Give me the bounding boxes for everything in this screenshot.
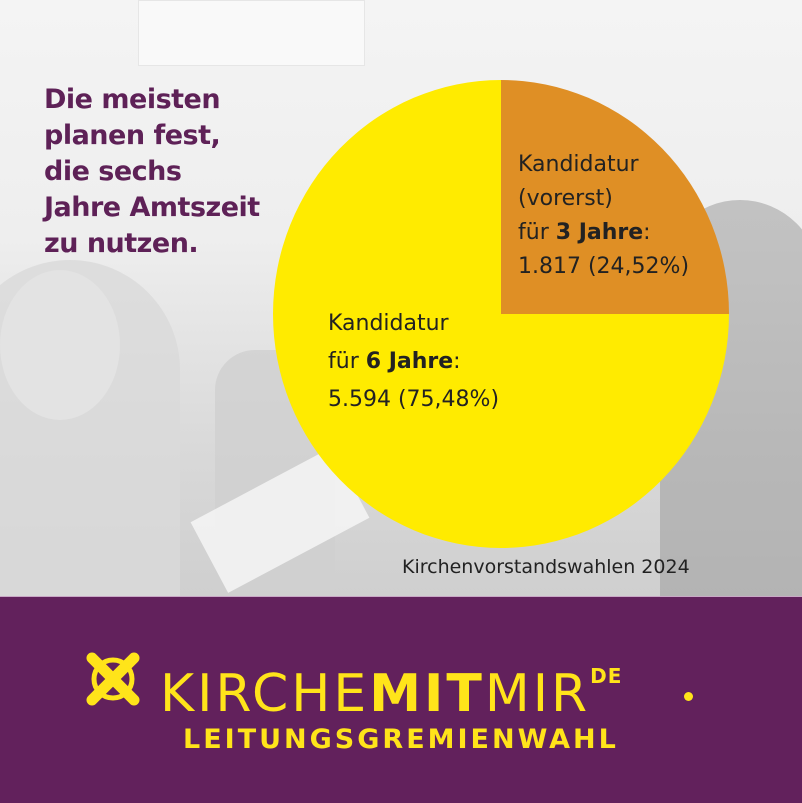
bg-head-left bbox=[0, 270, 120, 420]
pie-chart bbox=[273, 80, 733, 550]
pie-svg bbox=[273, 80, 729, 548]
label-6-value: 5.594 (75,48%) bbox=[328, 387, 500, 412]
label-6-line-2: für 6 Jahre: bbox=[328, 343, 499, 381]
ballot-cross-icon bbox=[86, 652, 140, 706]
pie-slice-three-years bbox=[501, 80, 729, 314]
brand-part-mir: MIR bbox=[484, 664, 591, 724]
slice-label-three-years: Kandidatur (vorerst) für 3 Jahre: 1.817 … bbox=[518, 148, 689, 284]
headline-line-2: planen fest, bbox=[44, 120, 221, 151]
headline-line-5: zu nutzen. bbox=[44, 228, 199, 259]
label-3-bold: 3 Jahre bbox=[555, 220, 644, 245]
bg-ceiling-panel bbox=[138, 0, 365, 66]
headline-line-3: die sechs bbox=[44, 156, 182, 187]
headline-line-1: Die meisten bbox=[44, 84, 221, 115]
label-3-line-3: für 3 Jahre: bbox=[518, 216, 689, 250]
label-3-prefix: für bbox=[518, 220, 556, 245]
label-3-line-1: Kandidatur bbox=[518, 152, 639, 177]
brand-tld: DE bbox=[590, 664, 623, 688]
slice-label-six-years: Kandidatur für 6 Jahre: 5.594 (75,48%) bbox=[328, 305, 499, 419]
label-3-line-2: (vorerst) bbox=[518, 186, 613, 211]
label-3-suffix: : bbox=[643, 220, 651, 245]
brand-dot bbox=[684, 692, 693, 701]
label-6-line-1: Kandidatur bbox=[328, 311, 449, 336]
headline: Die meisten planen fest, die sechs Jahre… bbox=[44, 82, 284, 262]
label-6-bold: 6 Jahre bbox=[365, 349, 454, 374]
brand-part-mit: MIT bbox=[369, 664, 485, 724]
brand-part-kirche: KIRCHE bbox=[160, 664, 370, 724]
source-caption: Kirchenvorstandswahlen 2024 bbox=[402, 556, 690, 578]
headline-line-4: Jahre Amtszeit bbox=[44, 192, 260, 223]
label-6-prefix: für bbox=[328, 349, 366, 374]
label-6-suffix: : bbox=[453, 349, 461, 374]
brand-subtitle: LEITUNGSGREMIENWAHL bbox=[183, 724, 619, 755]
label-3-value: 1.817 (24,52%) bbox=[518, 254, 690, 279]
brand-wordmark: KIRCHEMITMIRDE bbox=[160, 646, 622, 724]
